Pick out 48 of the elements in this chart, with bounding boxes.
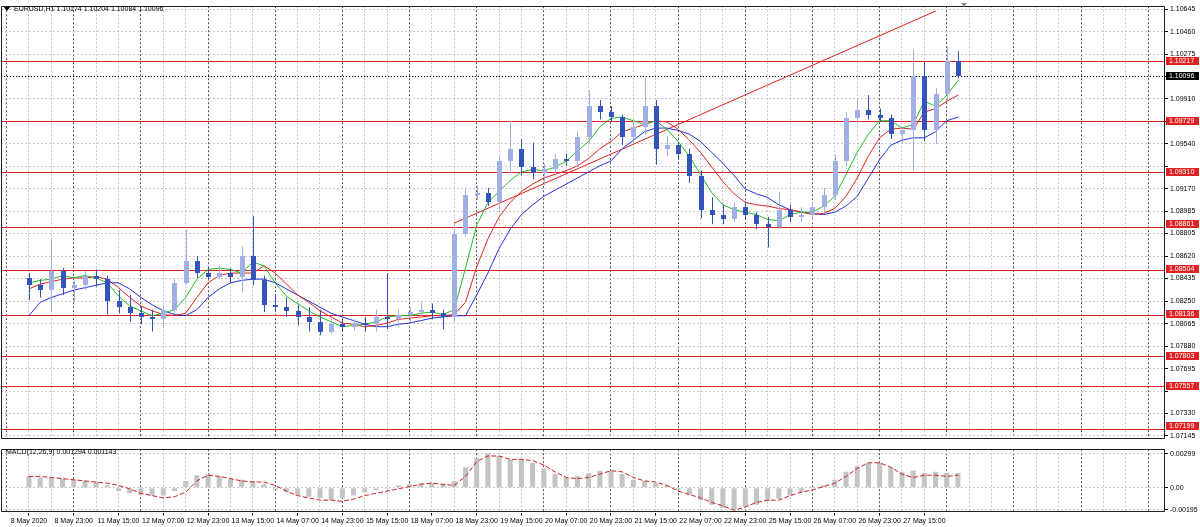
candlestick [665,136,670,157]
candlestick [598,99,603,121]
candlestick [866,94,871,121]
candlestick [83,270,88,291]
candlestick [150,309,155,333]
candlestick [486,187,491,207]
candlestick [240,245,245,294]
candlestick [855,99,860,125]
candlestick [385,272,390,330]
candlestick [307,306,312,333]
candlestick [889,114,894,140]
candlestick [643,77,648,135]
candlestick [732,201,737,223]
candlestick [49,238,54,313]
candlestick [105,275,110,315]
candlestick [117,289,122,314]
candlestick [531,142,536,180]
candlestick [575,130,580,167]
candlestick [631,117,636,144]
candlestick [296,304,301,326]
candlestick [441,309,446,330]
candlestick [721,204,726,225]
candlestick [553,153,558,174]
candlestick [61,267,66,296]
candlestick [128,294,133,323]
candlestick [508,120,513,174]
candlestick [374,309,379,333]
candlestick [161,304,166,328]
candlestick [139,305,144,325]
candlestick [710,197,715,225]
candlestick [318,309,323,336]
candlestick [519,138,524,177]
candlestick [542,162,547,186]
candlestick [766,216,771,248]
candlestick [687,148,692,184]
candlestick [777,192,782,230]
candlestick [195,255,200,279]
candlestick [27,272,32,301]
candlestick [72,279,77,303]
candlestick [184,228,189,286]
candlestick [251,215,256,286]
candlestick [743,200,748,220]
candlestick [284,296,289,318]
candlestick [38,278,43,298]
line-series [28,455,959,511]
candlestick [620,114,625,146]
candlestick [956,50,961,79]
candlestick [822,187,827,213]
